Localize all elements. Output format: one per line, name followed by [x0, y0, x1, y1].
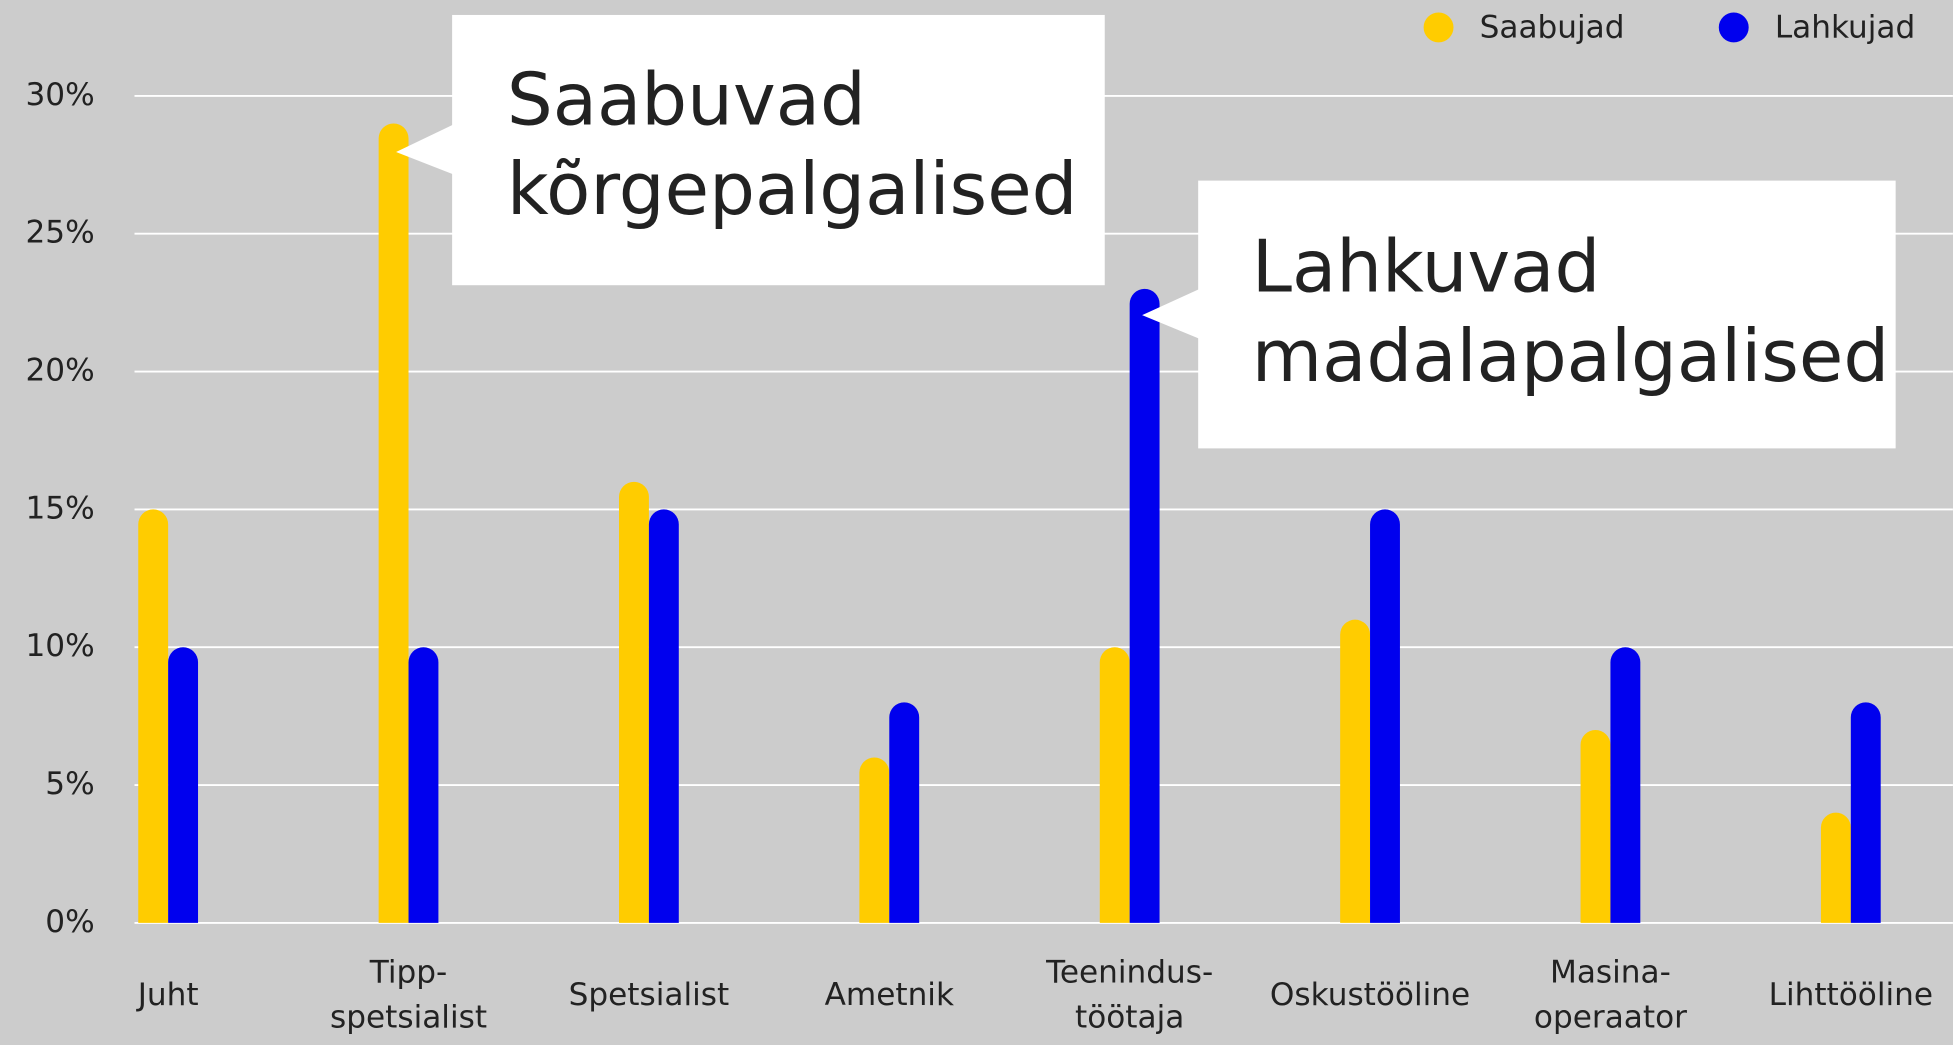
bar: [1610, 647, 1641, 923]
bar: [619, 481, 649, 923]
bar: [1340, 619, 1371, 923]
x-tick-label: Masina- operaator: [1533, 954, 1687, 1036]
bar: [1580, 729, 1611, 923]
y-tick-label: 30%: [25, 77, 94, 113]
y-tick-label: 15%: [25, 490, 94, 526]
y-tick-label: 0%: [45, 904, 94, 940]
bar: [138, 509, 169, 923]
legend-label: Saabujad: [1480, 10, 1625, 46]
x-tick-label: Oskustööline: [1269, 976, 1471, 1013]
bar: [859, 757, 890, 923]
x-tick-label: Lihttööline: [1768, 976, 1934, 1013]
x-tick-label: Spetsialist: [568, 976, 730, 1013]
bar: [648, 509, 679, 923]
y-tick-label: 25%: [25, 215, 94, 251]
x-tick-label: Ametnik: [824, 976, 954, 1013]
callout-box: [1198, 180, 1896, 449]
bar: [1129, 288, 1160, 923]
bar: [1099, 647, 1130, 923]
y-tick-label: 10%: [25, 628, 94, 664]
callout-box: [452, 14, 1105, 286]
y-tick-label: 20%: [25, 353, 94, 389]
annotation: Lahkuvad madalapalgalised: [1251, 224, 1890, 399]
legend-swatch: [1718, 12, 1749, 43]
bars: [138, 123, 1881, 923]
bar: [1370, 509, 1400, 923]
callout-pointer: [396, 124, 454, 175]
x-tick-label: Tipp- spetsialist: [329, 954, 488, 1036]
legend-swatch: [1423, 12, 1454, 43]
bar: [1820, 812, 1851, 923]
x-tick-label: Juht: [137, 976, 199, 1013]
x-tick-label: Teenindus- töötaja: [1046, 954, 1214, 1036]
bar: [168, 647, 199, 923]
bar: [408, 647, 439, 923]
legend-label: Lahkujad: [1775, 10, 1915, 46]
callout-pointer: [1142, 288, 1200, 339]
y-tick-label: 5%: [45, 766, 94, 802]
bar: [1850, 702, 1881, 923]
annotation: Saabuvad kõrgepalgalised: [506, 57, 1078, 232]
bar: [889, 702, 920, 923]
bar: [378, 123, 409, 923]
